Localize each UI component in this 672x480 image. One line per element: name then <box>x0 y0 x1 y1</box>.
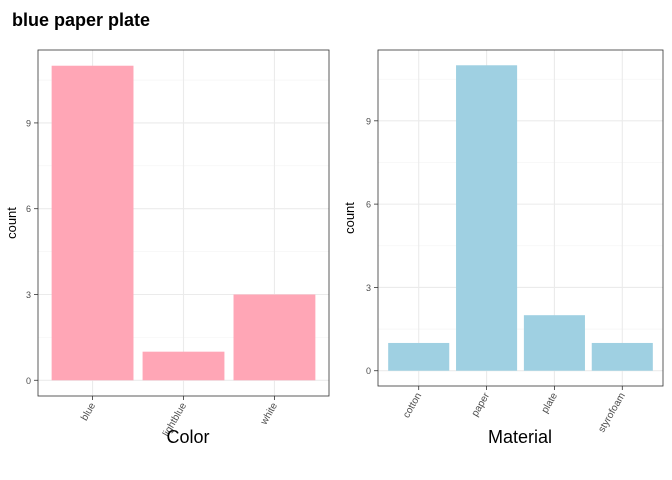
material-bar-cotton <box>388 342 450 371</box>
material-y-axis-title: count <box>342 202 357 234</box>
material-x-tick-label: paper <box>470 390 493 418</box>
color-x-axis-title: Color <box>166 427 209 447</box>
material-x-tick-label: cotton <box>401 391 424 420</box>
color-x-tick-label: white <box>258 401 280 428</box>
color-bar-blue <box>51 65 134 381</box>
material-x-axis-title: Material <box>488 427 552 447</box>
material-bar-styrofoam <box>591 342 653 371</box>
color-y-tick-label: 3 <box>26 290 31 300</box>
color-bar-lightblue <box>142 351 225 381</box>
material-x-tick-label: styrofoam <box>596 391 627 435</box>
panel-material: 0 3 6 9 cotton paper plate styrofoam Material cou… <box>342 49 664 447</box>
page-title: blue paper plate <box>12 10 151 30</box>
material-y-tick-label: 6 <box>366 200 371 210</box>
material-y-tick-label: 9 <box>366 116 371 126</box>
material-bar-paper <box>456 65 518 371</box>
color-y-tick-label: 0 <box>26 376 31 386</box>
material-plot-background <box>378 50 663 386</box>
color-y-axis-title: count <box>4 207 19 239</box>
color-x-tick-label: blue <box>79 401 98 423</box>
color-y-tick-label: 6 <box>26 204 31 214</box>
color-bar-white <box>233 294 316 381</box>
material-x-tick-label: plate <box>540 391 561 416</box>
material-bar-plate <box>523 315 585 371</box>
color-y-tick-label: 9 <box>26 118 31 128</box>
material-y-tick-label: 3 <box>366 283 371 293</box>
material-y-tick-label: 0 <box>366 366 371 376</box>
material-panel-border <box>377 49 664 387</box>
